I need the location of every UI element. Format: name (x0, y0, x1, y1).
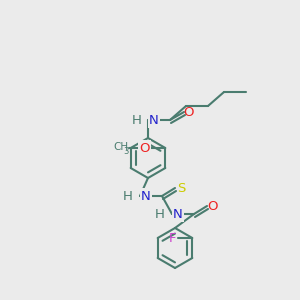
Text: O: O (139, 142, 150, 154)
Text: N: N (141, 190, 151, 202)
Text: CH: CH (114, 142, 129, 152)
Text: N: N (173, 208, 183, 220)
Text: H: H (123, 190, 133, 202)
Text: N: N (149, 113, 159, 127)
Text: S: S (177, 182, 185, 194)
Text: H: H (155, 208, 165, 220)
Text: F: F (169, 232, 176, 244)
Text: O: O (208, 200, 218, 212)
Text: 3: 3 (124, 146, 129, 155)
Text: H: H (132, 113, 142, 127)
Text: O: O (184, 106, 194, 119)
